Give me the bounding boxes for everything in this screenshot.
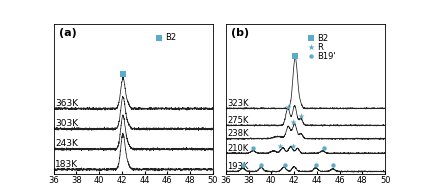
Text: (a): (a)	[59, 28, 77, 38]
Point	[119, 73, 126, 76]
Point	[289, 144, 296, 147]
Point	[239, 164, 246, 167]
Point	[284, 105, 291, 108]
Text: B19': B19'	[317, 52, 336, 61]
Text: 243K: 243K	[55, 139, 78, 148]
Point	[308, 55, 315, 58]
Point	[289, 121, 296, 124]
Point	[277, 144, 284, 147]
Text: B2: B2	[317, 34, 328, 43]
Text: 238K: 238K	[227, 129, 249, 138]
Point	[308, 46, 315, 49]
Text: (b): (b)	[231, 28, 250, 38]
Point	[292, 54, 299, 57]
Point	[330, 164, 336, 167]
Point	[250, 147, 256, 150]
Point	[297, 115, 304, 118]
Text: 193K: 193K	[227, 162, 249, 171]
Text: R: R	[317, 43, 323, 52]
Text: 323K: 323K	[227, 99, 249, 108]
Point	[308, 36, 315, 40]
Point	[282, 164, 288, 167]
Text: B2: B2	[165, 33, 176, 42]
Text: 303K: 303K	[55, 119, 78, 128]
Text: 183K: 183K	[55, 160, 78, 169]
Point	[312, 164, 319, 167]
Point	[156, 36, 163, 39]
Text: 275K: 275K	[227, 116, 249, 125]
Point	[258, 164, 265, 167]
Text: 210K: 210K	[227, 144, 249, 153]
Text: 363K: 363K	[55, 99, 78, 108]
Point	[320, 147, 327, 150]
